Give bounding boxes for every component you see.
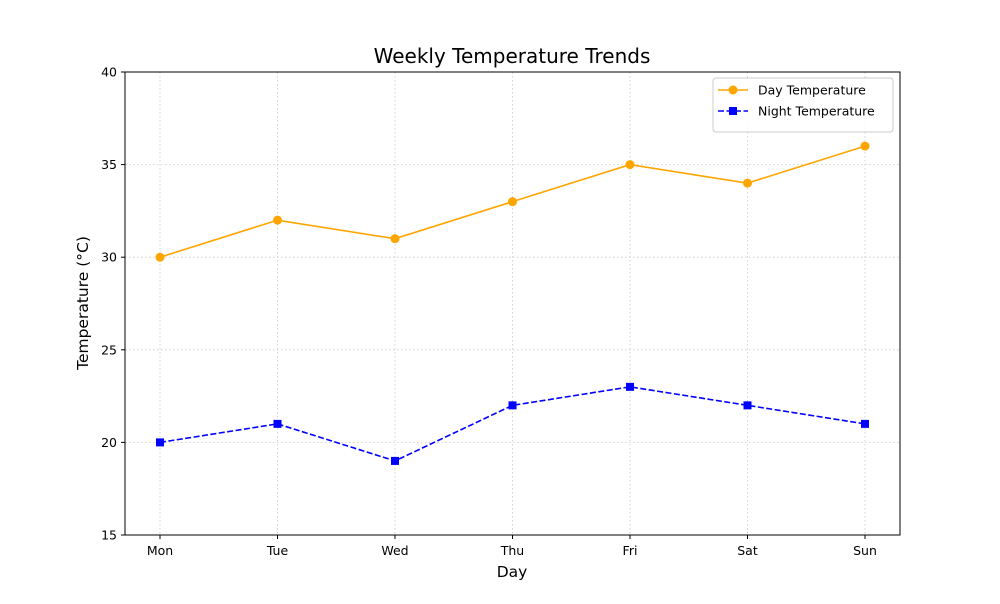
series-night-temperature [156, 382, 869, 465]
data-point-night-temperature-wed [391, 456, 399, 465]
legend-marker-day-temperature [728, 85, 738, 95]
x-tick-label-sat: Sat [737, 543, 758, 558]
x-tick-label-sun: Sun [853, 543, 877, 558]
data-point-night-temperature-sat [743, 401, 752, 410]
x-tick-label-fri: Fri [623, 543, 638, 558]
data-point-day-temperature-sun [860, 141, 870, 151]
series-day-temperature [155, 141, 870, 262]
data-point-night-temperature-fri [626, 382, 634, 391]
data-point-night-temperature-tue [273, 419, 282, 428]
data-point-day-temperature-mon [155, 252, 165, 262]
legend-label-night-temperature: Night Temperature [758, 104, 875, 119]
y-tick-label-30: 30 [101, 250, 117, 265]
data-point-night-temperature-mon [156, 438, 164, 447]
legend-label-day-temperature: Day Temperature [758, 83, 866, 98]
data-point-night-temperature-sun [861, 419, 869, 428]
y-tick-label-35: 35 [101, 157, 117, 172]
y-tick-label-20: 20 [101, 435, 117, 450]
legend-box [712, 77, 894, 133]
y-tick-label-15: 15 [101, 528, 117, 543]
axes: Mon Tue Wed Thu Fri Sat Sun 15 20 25 30 35 40 [101, 65, 877, 559]
x-tick-label-wed: Wed [381, 543, 408, 558]
y-tick-label-40: 40 [101, 65, 117, 80]
legend-item-day-temperature: Day Temperature [718, 83, 866, 98]
data-point-day-temperature-thu [508, 197, 517, 207]
data-point-day-temperature-tue [273, 215, 282, 225]
legend-marker-night-temperature [729, 107, 737, 115]
x-tick-label-tue: Tue [266, 543, 289, 558]
y-axis-label: Temperature (°C) [74, 236, 92, 371]
x-tick-label-mon: Mon [147, 543, 173, 558]
data-point-day-temperature-fri [625, 160, 635, 170]
legend-item-night-temperature: Night Temperature [718, 104, 875, 119]
series-layer [155, 141, 870, 465]
data-point-day-temperature-sat [743, 178, 752, 188]
x-axis-label: Day [497, 563, 528, 581]
legend: Day Temperature Night Temperature [712, 77, 894, 133]
data-point-night-temperature-thu [508, 401, 517, 410]
y-tick-label-25: 25 [101, 342, 117, 357]
chart-title: Weekly Temperature Trends [374, 44, 651, 68]
data-point-day-temperature-wed [390, 234, 400, 244]
x-tick-label-thu: Thu [500, 543, 524, 558]
